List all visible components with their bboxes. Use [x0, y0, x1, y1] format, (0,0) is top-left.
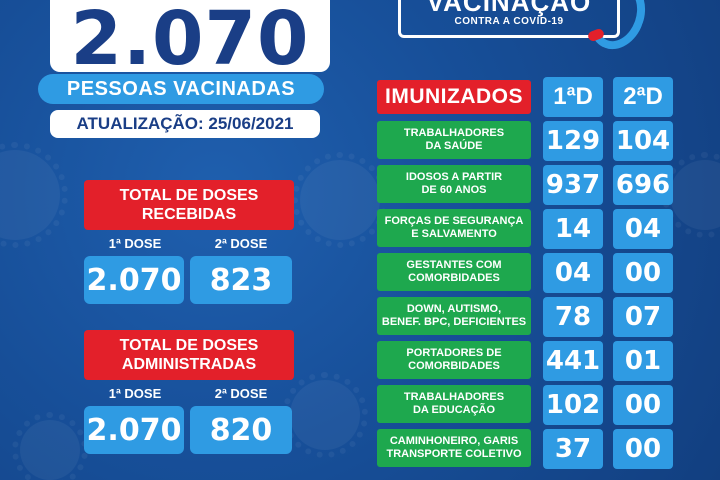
group-dose2-value: 696	[613, 165, 673, 205]
first-dose-column-header: 1ªD	[543, 77, 603, 117]
group-label-line2: DE 60 ANOS	[421, 184, 487, 196]
group-label: CAMINHONEIRO, GARIS TRANSPORTE COLETIVO	[377, 429, 531, 467]
group-label-line1: FORÇAS DE SEGURANÇA	[384, 215, 524, 227]
group-label-line1: TRABALHADORES	[403, 391, 505, 403]
group-dose1-value: 37	[543, 429, 603, 469]
received-dose1-label: 1ª DOSE	[108, 236, 162, 251]
group-dose2-value: 07	[613, 297, 673, 337]
group-label: TRABALHADORES DA SAÚDE	[377, 121, 531, 159]
group-label: IDOSOS A PARTIR DE 60 ANOS	[377, 165, 531, 203]
group-label-line2: COMORBIDADES	[408, 272, 500, 284]
administered-dose1-value: 2.070	[84, 406, 184, 454]
received-dose2-label: 2ª DOSE	[214, 236, 268, 251]
group-label-line2: BENEF. BPC, DEFICIENTES	[381, 316, 527, 328]
administered-dose1-label: 1ª DOSE	[108, 386, 162, 401]
syringe-swoosh-icon	[579, 0, 655, 58]
logo-subtitle: CONTRA A COVID-19	[454, 16, 564, 27]
virus-decoration	[12, 412, 88, 480]
received-title-line1: TOTAL DE DOSES	[119, 187, 259, 204]
second-dose-column-header: 2ªD	[613, 77, 673, 117]
received-dose1-value: 2.070	[84, 256, 184, 304]
group-label-line2: DA EDUCAÇÃO	[412, 404, 496, 416]
group-dose1-value: 441	[543, 341, 603, 381]
group-dose2-value: 00	[613, 429, 673, 469]
virus-decoration	[0, 142, 68, 248]
group-label: DOWN, AUTISMO, BENEF. BPC, DEFICIENTES	[377, 297, 531, 335]
group-label-line1: GESTANTES COM	[406, 259, 502, 271]
group-dose2-value: 01	[613, 341, 673, 381]
campaign-logo: VACINAÇÃO CONTRA A COVID-19	[398, 0, 620, 38]
group-dose1-value: 14	[543, 209, 603, 249]
administered-title-line1: TOTAL DE DOSES	[119, 337, 259, 354]
group-dose1-value: 78	[543, 297, 603, 337]
group-label-line2: COMORBIDADES	[408, 360, 500, 372]
group-dose2-value: 00	[613, 253, 673, 293]
update-date: ATUALIZAÇÃO: 25/06/2021	[50, 110, 320, 138]
virus-decoration	[292, 152, 388, 248]
group-label-line2: TRANSPORTE COLETIVO	[386, 448, 522, 460]
received-dose2-value: 823	[190, 256, 292, 304]
administered-header: TOTAL DE DOSES ADMINISTRADAS	[84, 330, 294, 380]
group-label-line1: TRABALHADORES	[403, 127, 505, 139]
group-label-line1: DOWN, AUTISMO,	[406, 303, 502, 315]
group-dose1-value: 129	[543, 121, 603, 161]
immunized-title: IMUNIZADOS	[377, 80, 531, 114]
group-label: FORÇAS DE SEGURANÇA E SALVAMENTO	[377, 209, 531, 247]
group-dose1-value: 937	[543, 165, 603, 205]
group-label-line1: IDOSOS A PARTIR	[405, 171, 503, 183]
vaccinated-counter-card: 2.070	[50, 0, 330, 76]
group-label-line1: PORTADORES DE	[406, 347, 502, 359]
group-label-line2: DA SAÚDE	[425, 140, 483, 152]
administered-title-line2: ADMINISTRADAS	[121, 356, 257, 373]
received-title-line2: RECEBIDAS	[141, 206, 237, 223]
received-header: TOTAL DE DOSES RECEBIDAS	[84, 180, 294, 230]
group-dose2-value: 104	[613, 121, 673, 161]
group-dose1-value: 102	[543, 385, 603, 425]
administered-dose2-label: 2ª DOSE	[214, 386, 268, 401]
group-dose1-value: 04	[543, 253, 603, 293]
group-label-line1: CAMINHONEIRO, GARIS	[389, 435, 519, 447]
virus-decoration	[282, 372, 368, 458]
group-label: TRABALHADORES DA EDUCAÇÃO	[377, 385, 531, 423]
group-label-line2: E SALVAMENTO	[411, 228, 497, 240]
group-dose2-value: 04	[613, 209, 673, 249]
people-vaccinated-label: PESSOAS VACINADAS	[38, 74, 324, 104]
vaccinated-total: 2.070	[70, 0, 310, 82]
administered-dose2-value: 820	[190, 406, 292, 454]
group-label: GESTANTES COM COMORBIDADES	[377, 253, 531, 291]
logo-title: VACINAÇÃO	[426, 0, 592, 17]
virus-decoration	[662, 152, 720, 238]
group-label: PORTADORES DE COMORBIDADES	[377, 341, 531, 379]
group-dose2-value: 00	[613, 385, 673, 425]
